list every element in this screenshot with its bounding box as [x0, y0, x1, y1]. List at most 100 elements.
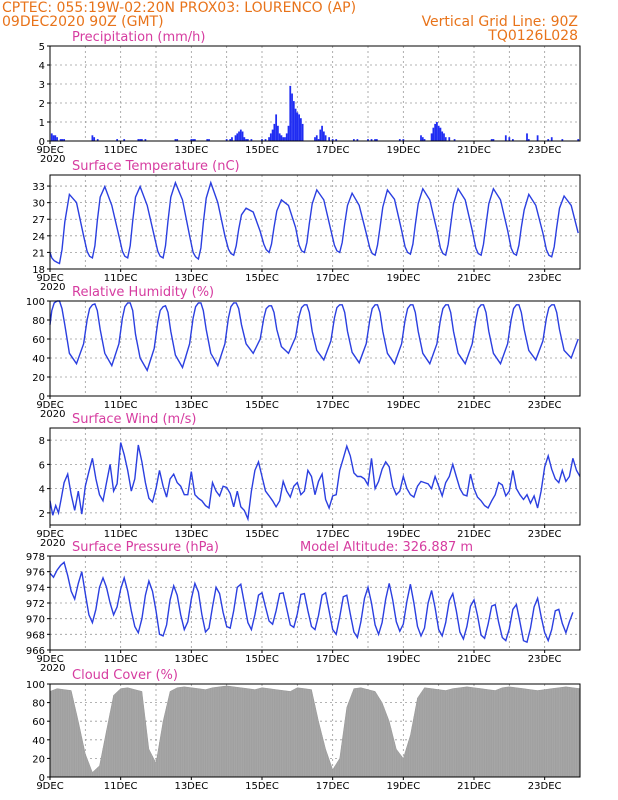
- x-tick-label: 15DEC: [245, 654, 279, 665]
- x-tick-label: 21DEC: [457, 781, 491, 792]
- x-tick-label: 19DEC: [386, 145, 420, 156]
- x-tick-label: 17DEC: [316, 529, 350, 540]
- y-tick-label: 20: [32, 373, 45, 384]
- precip-bar: [367, 139, 369, 141]
- panel-frame: [49, 683, 581, 778]
- y-tick-label: 0: [39, 137, 45, 148]
- x-tick-label: 13DEC: [174, 145, 208, 156]
- precip-bar: [577, 139, 580, 141]
- precip-bar: [292, 101, 295, 141]
- x-tick-label: 11DEC: [104, 529, 138, 540]
- precip-bar: [352, 139, 355, 141]
- panels: 0 1 2 3 4 5 Precipitation (mm/h) 9DEC 11DEC 13DEC…: [26, 30, 581, 792]
- x-tick-label: 23DEC: [528, 529, 562, 540]
- precip-bar: [50, 133, 53, 141]
- x-tick-label: 17DEC: [316, 654, 350, 665]
- precip-bar: [234, 135, 237, 141]
- panel-frame: [49, 300, 581, 397]
- x-tick-label: 19DEC: [386, 273, 420, 284]
- panel-title: Cloud Cover (%): [72, 668, 178, 683]
- precip-bar: [536, 135, 539, 141]
- precip-bar: [176, 139, 179, 141]
- x-tick-label: 11DEC: [104, 781, 138, 792]
- precip-bar: [289, 85, 292, 141]
- x-tick-label: 23DEC: [528, 145, 562, 156]
- series-line: [49, 180, 579, 265]
- precip-bar: [208, 139, 210, 141]
- series-line: [49, 561, 574, 644]
- precip-bar: [291, 93, 293, 141]
- precip-bar: [280, 135, 283, 141]
- precip-bar: [448, 137, 451, 141]
- precip-bar: [61, 139, 64, 141]
- precip-bar: [441, 131, 444, 141]
- y-tick-label: 40: [32, 354, 45, 365]
- y-tick-label: 27: [32, 215, 45, 226]
- x-tick-label: 11DEC: [104, 145, 138, 156]
- x-tick-label: 17DEC: [316, 400, 350, 411]
- precip-bar: [298, 114, 300, 141]
- x-tick-label: 15DEC: [245, 400, 279, 411]
- precip-bar: [443, 133, 445, 141]
- header-code: TQ0126L028: [487, 28, 578, 44]
- precip-bar: [444, 137, 447, 141]
- precip-bar: [54, 135, 57, 141]
- precip-bar: [439, 127, 442, 141]
- y-tick-label: 978: [26, 552, 45, 563]
- precip-bar: [328, 137, 331, 141]
- precip-bar: [356, 139, 359, 141]
- panel-2: 18 21 24 27 30 33 Surface Temperature (nC) 9DEC…: [32, 159, 581, 293]
- precip-bar: [268, 137, 270, 141]
- precip-bar: [301, 123, 304, 141]
- precip-bar: [193, 139, 196, 141]
- y-tick-label: 21: [32, 248, 45, 259]
- y-tick-label: 4: [39, 61, 45, 72]
- y-tick-label: 2: [39, 509, 45, 520]
- x-tick-label: 23DEC: [528, 781, 562, 792]
- y-tick-label: 18: [32, 265, 45, 276]
- x-tick-label: 21DEC: [457, 529, 491, 540]
- precip-bar: [284, 137, 286, 141]
- x-tick-label: 17DEC: [316, 273, 350, 284]
- precip-bar: [271, 129, 274, 141]
- y-tick-label: 30: [32, 199, 45, 210]
- panel-3: 0 20 40 60 80 100 Relative Humidity (%) 9DEC 11D…: [26, 285, 581, 420]
- precip-bar: [190, 139, 193, 141]
- header-station: CPTEC: 055:19W-02:20N PROX03: LOURENCO (…: [2, 0, 356, 16]
- header-run: 09DEC2020 90Z (GMT): [2, 14, 164, 30]
- x-year-label: 2020: [40, 409, 65, 420]
- y-tick-label: 5: [39, 42, 45, 53]
- precip-bar: [239, 129, 242, 141]
- precip-bar: [317, 139, 320, 141]
- x-tick-label: 13DEC: [174, 529, 208, 540]
- y-tick-label: 966: [26, 646, 45, 657]
- precip-bar: [93, 137, 96, 141]
- x-tick-label: 23DEC: [528, 654, 562, 665]
- precip-bar: [423, 139, 426, 141]
- panel-frame: [49, 45, 581, 142]
- precip-bar: [243, 137, 246, 141]
- y-tick-label: 60: [32, 717, 45, 728]
- precip-bar: [206, 139, 209, 141]
- x-year-label: 2020: [40, 663, 65, 674]
- panel-frame: [49, 427, 581, 526]
- precip-bar: [294, 108, 297, 141]
- y-tick-label: 976: [26, 568, 45, 579]
- panel-5: 966 968 970 972 974 976 978 Surface Pressure (h…: [26, 540, 581, 674]
- x-tick-label: 9DEC: [36, 781, 63, 792]
- y-tick-label: 40: [32, 736, 45, 747]
- panel-4: 2 4 6 8 Surface Wind (m/s) 9DEC 11DEC 13DEC 15DE…: [36, 412, 581, 549]
- precip-bar: [63, 139, 66, 141]
- precip-bar: [490, 139, 493, 141]
- precip-bar: [278, 133, 281, 141]
- precip-bar: [287, 125, 290, 141]
- precip-bar: [315, 135, 318, 141]
- precip-bar: [430, 133, 433, 141]
- precip-bar: [527, 139, 530, 141]
- precip-bar: [91, 135, 94, 141]
- x-tick-label: 13DEC: [174, 400, 208, 411]
- precip-bar: [236, 133, 239, 141]
- precip-bar: [374, 139, 376, 141]
- precip-bar: [231, 137, 233, 141]
